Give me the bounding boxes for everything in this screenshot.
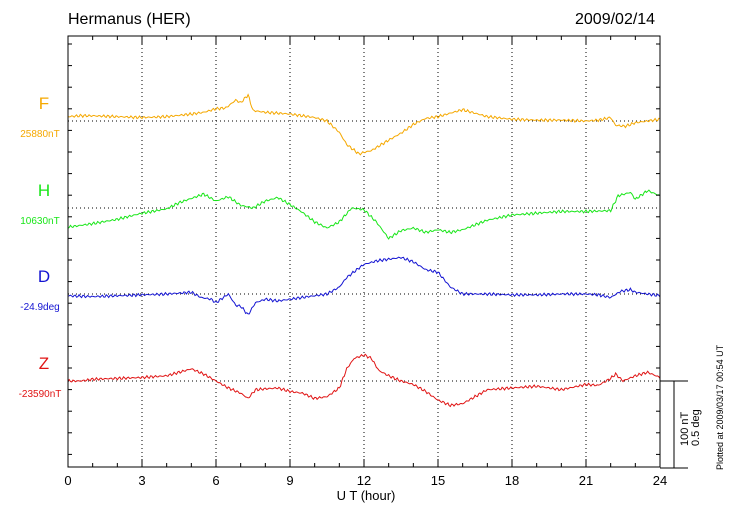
x-axis-label: U T (hour) bbox=[337, 488, 396, 503]
series-baseline-label-D: -24.9deg bbox=[20, 302, 59, 313]
series-name-F: F bbox=[39, 94, 49, 113]
x-tick-label: 6 bbox=[212, 473, 219, 488]
x-tick-label: 24 bbox=[653, 473, 667, 488]
x-tick-label: 9 bbox=[286, 473, 293, 488]
x-tick-label: 3 bbox=[138, 473, 145, 488]
date-title: 2009/02/14 bbox=[575, 11, 656, 28]
x-tick-labels: 0 3 6 9 12 15 18 21 24 bbox=[64, 473, 667, 488]
series-baseline-label-F: 25880nT bbox=[20, 129, 59, 140]
scale-deg-label: 0.5 deg bbox=[690, 409, 702, 446]
series-line-Z bbox=[67, 353, 661, 408]
series-baseline-label-H: 10630nT bbox=[20, 216, 59, 227]
plotted-at-note: Plotted at 2009/03/17 00:54 UT bbox=[715, 344, 725, 470]
series-baseline-label-Z: -23590nT bbox=[19, 389, 62, 400]
x-tick-label: 15 bbox=[431, 473, 445, 488]
scale-bar bbox=[660, 380, 688, 469]
series-layer bbox=[67, 93, 661, 408]
series-name-H: H bbox=[38, 181, 50, 200]
x-tick-label: 21 bbox=[579, 473, 593, 488]
series-labels: F 25880nT H 10630nT D -24.9deg Z -23590nT bbox=[19, 94, 62, 400]
grid-lines bbox=[68, 36, 660, 467]
series-name-D: D bbox=[38, 267, 50, 286]
station-title: Hermanus (HER) bbox=[68, 11, 191, 28]
series-line-F bbox=[67, 93, 661, 156]
x-tick-label: 12 bbox=[357, 473, 371, 488]
axis-ticks bbox=[67, 36, 661, 467]
x-tick-label: 0 bbox=[64, 473, 71, 488]
x-tick-label: 18 bbox=[505, 473, 519, 488]
series-line-H bbox=[67, 189, 661, 240]
series-line-D bbox=[67, 256, 661, 315]
scale-note: 100 nT 0.5 deg bbox=[679, 409, 702, 446]
series-name-Z: Z bbox=[39, 354, 49, 373]
